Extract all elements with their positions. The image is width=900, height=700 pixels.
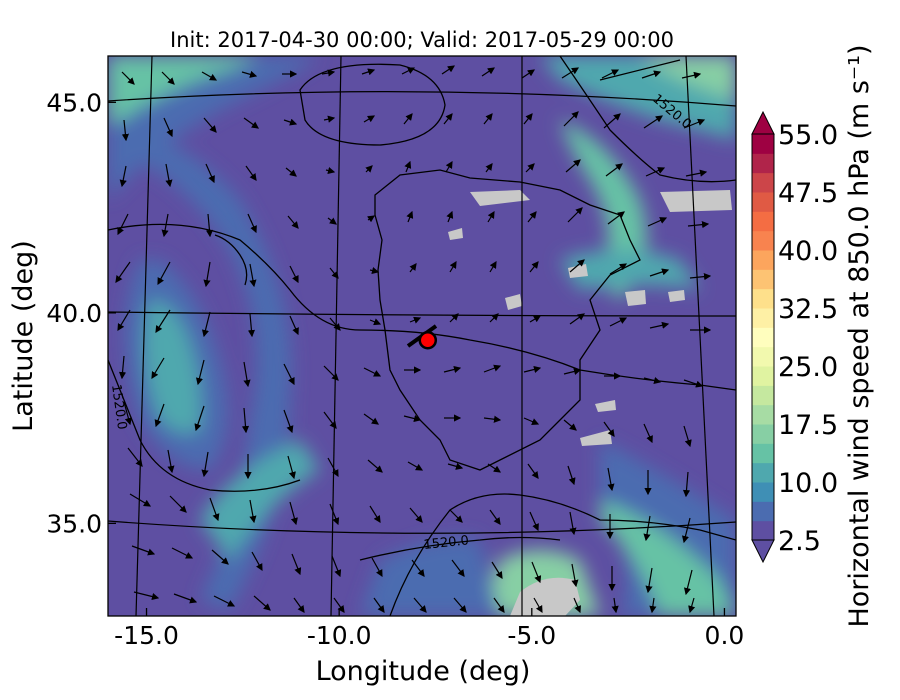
coastlines xyxy=(108,56,736,616)
colorbar-tick-label: 10.0 xyxy=(778,468,838,499)
colorbar-bin xyxy=(752,211,774,232)
wind-arrow-row xyxy=(117,309,712,338)
wind-arrow-row xyxy=(115,259,712,288)
pressure-contour xyxy=(599,59,681,81)
colorbar-bin xyxy=(752,288,774,309)
x-tick-label: -10.0 xyxy=(307,621,372,650)
station-marker xyxy=(406,324,438,350)
x-tick-label: -5.0 xyxy=(507,621,556,650)
wind-arrow-row xyxy=(131,545,693,596)
wind-arrow-row xyxy=(117,207,710,238)
chart-title: Init: 2017-04-30 00:00; Valid: 2017-05-2… xyxy=(170,28,674,52)
colorbar: 2.5 10.0 17.5 25.0 32.5 40.0 47.5 55.0 xyxy=(751,110,838,564)
colorbar-bin xyxy=(752,404,774,425)
parallel-line xyxy=(108,91,736,107)
wind-speed-bands xyxy=(108,56,736,616)
wind-arrow-row xyxy=(121,65,702,85)
wind-arrow-row xyxy=(121,111,706,142)
wind-arrow-row xyxy=(123,401,692,448)
colorbar-tick-label: 25.0 xyxy=(778,352,838,383)
wind-vectors xyxy=(115,65,712,614)
y-axis: 45.0 40.0 35.0 xyxy=(46,88,116,538)
colorbar-bin xyxy=(752,482,774,502)
colorbar-bin xyxy=(752,346,774,367)
y-tick-label: 45.0 xyxy=(46,88,102,117)
wind-arrow-row xyxy=(129,493,691,544)
wind-arrow-row xyxy=(118,355,704,388)
colorbar-extend-min xyxy=(751,539,775,564)
france-coastline xyxy=(559,56,736,183)
colorbar-bin xyxy=(752,269,774,290)
x-tick-label: -15.0 xyxy=(114,621,179,650)
colorbar-tick-label: 47.5 xyxy=(778,178,838,209)
colorbar-bin xyxy=(752,520,774,541)
x-tick-label: 0.0 xyxy=(705,621,745,650)
parallel-line xyxy=(108,311,736,317)
plot-frame xyxy=(107,55,737,617)
y-axis-label: Latitude (deg) xyxy=(8,240,39,432)
island-outline xyxy=(214,234,248,286)
africa-coastline xyxy=(389,493,736,616)
map-plot-area: 1520.0 1520.0 1520.0 xyxy=(108,56,736,616)
colorbar-bin xyxy=(752,385,774,406)
colorbar-tick-label: 32.5 xyxy=(778,294,838,325)
colorbar-bin xyxy=(752,327,774,348)
colorbar-bin xyxy=(752,501,774,522)
colorbar-bin xyxy=(752,308,774,328)
y-tick-label: 40.0 xyxy=(46,299,102,328)
contour-label: 1520.0 xyxy=(423,533,470,553)
x-axis: -15.0 -10.0 -5.0 0.0 xyxy=(114,608,744,650)
wind-arrow-row xyxy=(127,447,691,498)
x-axis-label: Longitude (deg) xyxy=(316,656,531,687)
wind-arrow-row xyxy=(133,591,696,614)
colorbar-bin xyxy=(752,366,774,386)
colorbar-tick-label: 2.5 xyxy=(778,526,821,557)
colorbar-bin xyxy=(752,424,774,444)
colorbar-frame xyxy=(751,133,775,541)
colorbar-bin xyxy=(752,172,774,193)
iberia-coastline xyxy=(374,169,641,471)
colorbar-tick-label: 40.0 xyxy=(778,236,838,267)
colorbar-bin xyxy=(752,443,774,464)
parallel-line xyxy=(108,520,736,534)
pressure-contour xyxy=(359,536,561,561)
colorbar-bin xyxy=(752,250,774,270)
colorbar-bin xyxy=(752,230,774,251)
colorbar-bin xyxy=(752,462,774,483)
meridian-line xyxy=(685,56,715,616)
colorbar-bin xyxy=(752,192,774,212)
colorbar-label: Horizontal wind speed at 850.0 hPa (m s⁻… xyxy=(844,44,875,627)
y-tick-label: 35.0 xyxy=(46,509,102,538)
contour-label: 1520.0 xyxy=(108,383,129,430)
colorbar-bin xyxy=(752,153,774,174)
pressure-contour xyxy=(299,63,446,146)
wind-arrow-row xyxy=(119,159,708,188)
colorbar-extend-max xyxy=(751,110,775,135)
pressure-contour xyxy=(108,223,736,391)
terrain-mask xyxy=(448,190,732,616)
colorbar-tick-label: 17.5 xyxy=(778,410,838,441)
colorbar-tick-label: 55.0 xyxy=(778,120,838,151)
colorbar-bin xyxy=(752,134,774,154)
